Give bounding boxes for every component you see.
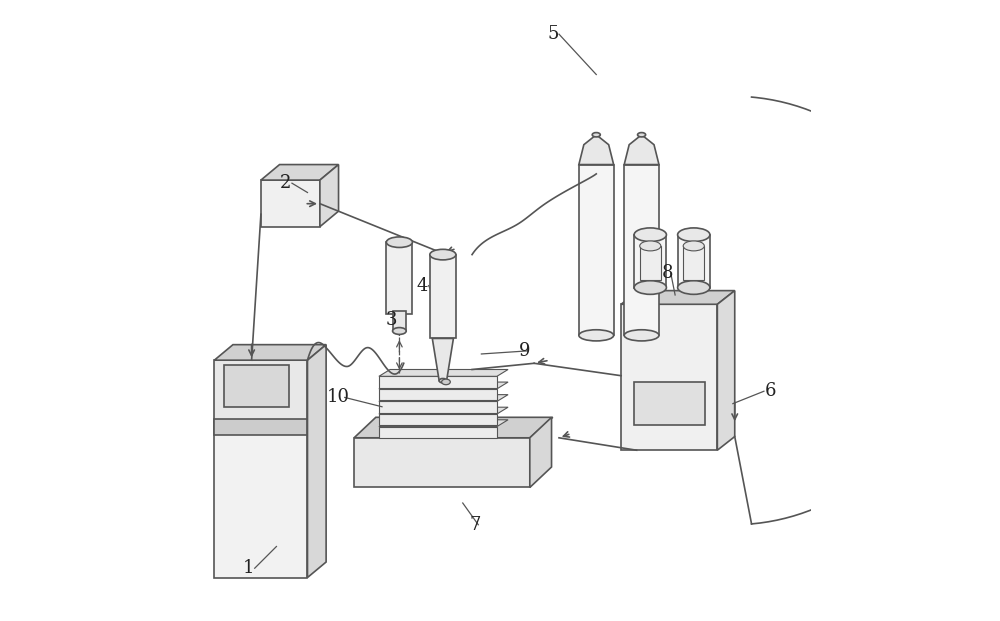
Ellipse shape xyxy=(634,228,666,242)
Ellipse shape xyxy=(624,330,659,341)
Polygon shape xyxy=(621,291,735,304)
Bar xyxy=(683,246,704,280)
Text: 5: 5 xyxy=(547,25,558,43)
Polygon shape xyxy=(320,165,339,227)
Polygon shape xyxy=(379,394,508,401)
Bar xyxy=(579,165,614,335)
Polygon shape xyxy=(379,382,508,389)
Bar xyxy=(430,255,456,338)
Polygon shape xyxy=(432,338,453,381)
Bar xyxy=(621,304,717,450)
Text: 7: 7 xyxy=(469,516,481,533)
Bar xyxy=(261,180,320,227)
Polygon shape xyxy=(379,420,508,427)
Bar xyxy=(214,422,307,578)
Ellipse shape xyxy=(439,379,447,383)
Polygon shape xyxy=(307,345,326,578)
Polygon shape xyxy=(717,291,735,450)
Ellipse shape xyxy=(430,249,456,260)
Ellipse shape xyxy=(678,281,710,294)
Ellipse shape xyxy=(386,237,412,247)
Ellipse shape xyxy=(683,241,704,251)
Ellipse shape xyxy=(640,241,661,251)
Polygon shape xyxy=(624,135,659,165)
Polygon shape xyxy=(379,407,508,414)
Ellipse shape xyxy=(579,330,614,341)
Polygon shape xyxy=(530,417,552,487)
Ellipse shape xyxy=(678,228,710,242)
Text: 1: 1 xyxy=(243,560,254,577)
Bar xyxy=(354,438,530,487)
Text: 4: 4 xyxy=(417,277,428,294)
Bar xyxy=(393,311,406,331)
Polygon shape xyxy=(261,165,339,180)
Text: 8: 8 xyxy=(662,265,673,282)
Bar xyxy=(379,389,497,400)
Polygon shape xyxy=(579,135,614,165)
Text: 2: 2 xyxy=(280,175,291,192)
Bar xyxy=(634,382,705,425)
Bar xyxy=(634,235,666,288)
Bar xyxy=(224,365,289,407)
Bar xyxy=(624,165,659,335)
Ellipse shape xyxy=(393,328,406,334)
Text: 9: 9 xyxy=(519,342,531,360)
Polygon shape xyxy=(379,369,508,376)
Text: 6: 6 xyxy=(764,383,776,400)
Bar xyxy=(214,360,307,422)
Bar xyxy=(386,242,412,314)
Ellipse shape xyxy=(634,281,666,294)
Bar xyxy=(214,419,307,435)
Text: 3: 3 xyxy=(386,311,397,329)
Text: 10: 10 xyxy=(327,389,350,406)
Ellipse shape xyxy=(442,379,450,384)
Bar xyxy=(640,246,661,280)
Bar xyxy=(379,401,497,413)
Ellipse shape xyxy=(638,132,646,137)
Bar xyxy=(678,235,710,288)
Ellipse shape xyxy=(592,132,600,137)
Polygon shape xyxy=(214,345,326,360)
Polygon shape xyxy=(354,417,553,438)
Bar xyxy=(379,427,497,438)
Bar xyxy=(379,414,497,425)
Bar xyxy=(379,376,497,388)
